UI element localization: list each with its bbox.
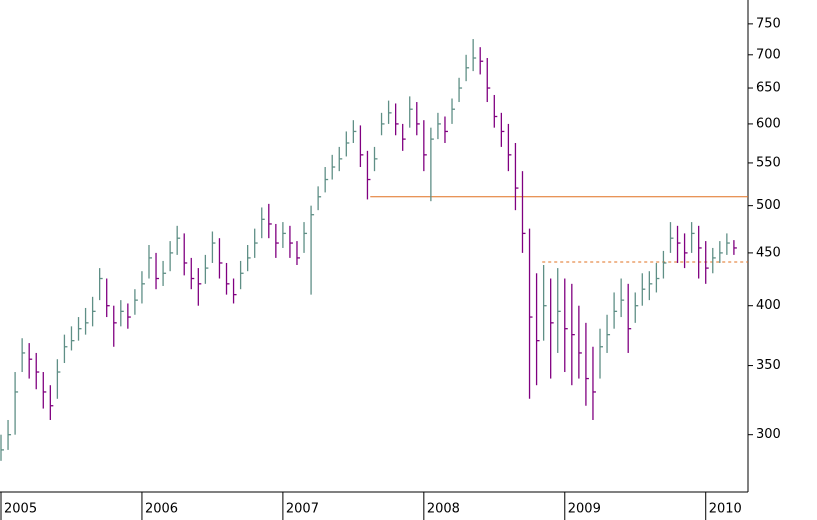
y-tick-label: 400 xyxy=(756,298,781,313)
x-tick-label: 2006 xyxy=(145,502,178,517)
x-tick-label: 2009 xyxy=(568,502,601,517)
y-tick-label: 600 xyxy=(756,116,781,131)
y-tick-label: 450 xyxy=(756,245,781,260)
x-tick-label: 2008 xyxy=(427,502,460,517)
y-tick-label: 300 xyxy=(756,427,781,442)
y-tick-label: 500 xyxy=(756,198,781,213)
x-tick-label: 2007 xyxy=(286,502,319,517)
y-tick-label: 550 xyxy=(756,155,781,170)
x-tick-label: 2010 xyxy=(709,502,742,517)
y-tick-label: 700 xyxy=(756,47,781,62)
x-tick-label: 2005 xyxy=(4,502,37,517)
y-tick-label: 650 xyxy=(756,81,781,96)
y-tick-label: 750 xyxy=(756,16,781,31)
y-tick-label: 350 xyxy=(756,358,781,373)
